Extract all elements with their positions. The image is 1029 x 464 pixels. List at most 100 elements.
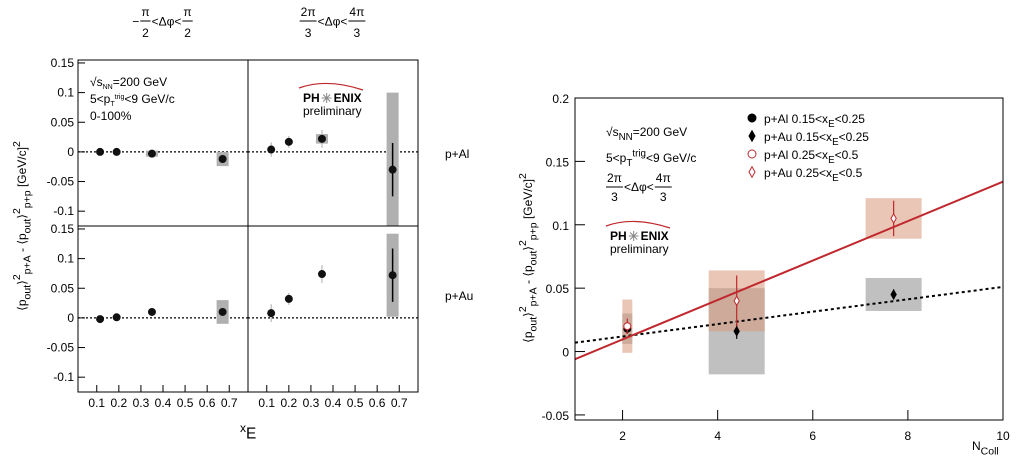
marker xyxy=(890,212,897,224)
logo-ray xyxy=(629,235,635,240)
text-part: [GeV/c] xyxy=(521,179,535,222)
logo-arc xyxy=(298,82,364,91)
y-tick-label: -0.1 xyxy=(53,370,74,384)
annotation: 5<pTtrig<9 GeV/c xyxy=(90,92,175,108)
legend-label: p+Al 0.15<xE<0.25 xyxy=(764,112,865,130)
logo-ray xyxy=(633,235,638,240)
y-tick-label: 0.15 xyxy=(546,155,570,169)
text-part: out xyxy=(22,285,34,300)
panel xyxy=(575,180,1003,375)
marker xyxy=(388,165,397,174)
text-part: out xyxy=(22,219,34,234)
y-tick-label: -0.05 xyxy=(542,409,570,423)
text-part: p+A xyxy=(22,255,34,274)
x-tick-label: 0.2 xyxy=(281,396,298,410)
text-part: 2 xyxy=(517,173,529,179)
marker xyxy=(388,271,397,280)
logo-ray xyxy=(326,94,331,99)
fraction-text: −π2<Δφ<π2 xyxy=(132,5,193,40)
text-part: p+Al 0.25<x xyxy=(764,148,828,162)
y-tick-label: 0.15 xyxy=(51,56,75,70)
x-tick-label: 2 xyxy=(619,429,626,443)
text-part: E xyxy=(832,173,839,184)
marker xyxy=(317,134,326,143)
y-axis-label: ⟨pout⟩2p+A - ⟨pout⟩2p+p [GeV/c]2 xyxy=(517,173,540,343)
text-part: 0-100% xyxy=(90,109,132,123)
y-tick-label: 0.2 xyxy=(552,92,569,106)
x-tick-label: 0.5 xyxy=(347,396,364,410)
text-part: p+A xyxy=(528,287,540,306)
logo-sub: preliminary xyxy=(303,104,362,118)
y-tick-label: 0.05 xyxy=(546,282,570,296)
x-tick-label: 4 xyxy=(714,429,721,443)
denominator: 3 xyxy=(660,190,667,204)
marker xyxy=(747,113,757,123)
marker xyxy=(147,307,156,316)
fraction-text: 2π 3 <Δφ<4π 3 xyxy=(606,171,672,204)
text-part: p+Au 0.25<x xyxy=(764,166,832,180)
x-tick-label: 0.5 xyxy=(177,396,194,410)
marker xyxy=(267,309,276,318)
logo-sub: preliminary xyxy=(610,242,669,256)
panel-frame xyxy=(247,225,419,393)
text-part: √s xyxy=(606,125,619,139)
text-part: =200 GeV xyxy=(633,125,687,139)
marker xyxy=(147,149,156,158)
marker xyxy=(733,295,740,307)
text-part: E xyxy=(828,119,835,130)
text-part: [GeV/c] xyxy=(15,147,29,190)
text-part: T xyxy=(110,101,115,108)
x-tick-label: 10 xyxy=(996,429,1010,443)
y-tick-label: -0.05 xyxy=(47,175,75,189)
panel xyxy=(78,147,248,167)
y-tick-label: -0.05 xyxy=(47,341,75,355)
text-part: <0.25 xyxy=(835,112,866,126)
logo-right: ENIX xyxy=(334,91,362,105)
text-part: trig xyxy=(632,148,646,159)
marker xyxy=(748,129,756,143)
logo-ray xyxy=(629,232,635,237)
text-part: 2 xyxy=(11,141,23,147)
panel xyxy=(78,300,248,324)
y-tick-label: 0 xyxy=(562,346,569,360)
y-tick-label: 0 xyxy=(67,311,74,325)
text-part: ⟩ xyxy=(521,312,535,317)
text-part: <Δφ< xyxy=(152,15,182,29)
legend-label: p+Au 0.15<xE<0.25 xyxy=(764,130,869,148)
text-part: x xyxy=(240,421,246,435)
panel xyxy=(248,233,418,323)
x-axis-label: NColl xyxy=(972,439,999,458)
text-part: E xyxy=(828,155,835,166)
text-part: 5<p xyxy=(90,92,111,106)
text-part: trig xyxy=(115,94,125,101)
text-part: ⟩ xyxy=(15,280,29,285)
logo-ray xyxy=(322,94,328,99)
fit-line xyxy=(575,180,1003,361)
text-part: out xyxy=(528,251,540,266)
text-part: <Δφ< xyxy=(624,180,654,194)
annotation: √sNN=200 GeV xyxy=(90,75,167,91)
text-part: - ⟨p xyxy=(15,233,29,255)
text-part: √s xyxy=(90,75,103,89)
text-part: T xyxy=(626,158,632,169)
marker xyxy=(284,137,293,146)
marker xyxy=(317,270,326,279)
annotation: √sNN=200 GeV xyxy=(606,125,687,143)
marker xyxy=(112,147,121,156)
x-tick-label: 0.6 xyxy=(369,396,386,410)
y-tick-label: 0.1 xyxy=(57,252,74,266)
x-tick-label: 0.7 xyxy=(221,396,238,410)
numerator: π xyxy=(141,5,149,19)
annotation: 5<pTtrig<9 GeV/c xyxy=(606,148,696,169)
denominator: 2 xyxy=(184,26,191,40)
y-tick-label: 0.15 xyxy=(51,222,75,236)
text-part: p+Au 0.15<x xyxy=(764,130,832,144)
logo-right: ENIX xyxy=(641,229,669,243)
text-part: ⟨p xyxy=(521,331,535,343)
x-axis-label: xE xyxy=(240,421,256,443)
marker xyxy=(623,322,632,331)
text-part: ⟩ xyxy=(15,214,29,219)
x-tick-label: 0.1 xyxy=(258,396,275,410)
denominator: 2 xyxy=(142,26,149,40)
